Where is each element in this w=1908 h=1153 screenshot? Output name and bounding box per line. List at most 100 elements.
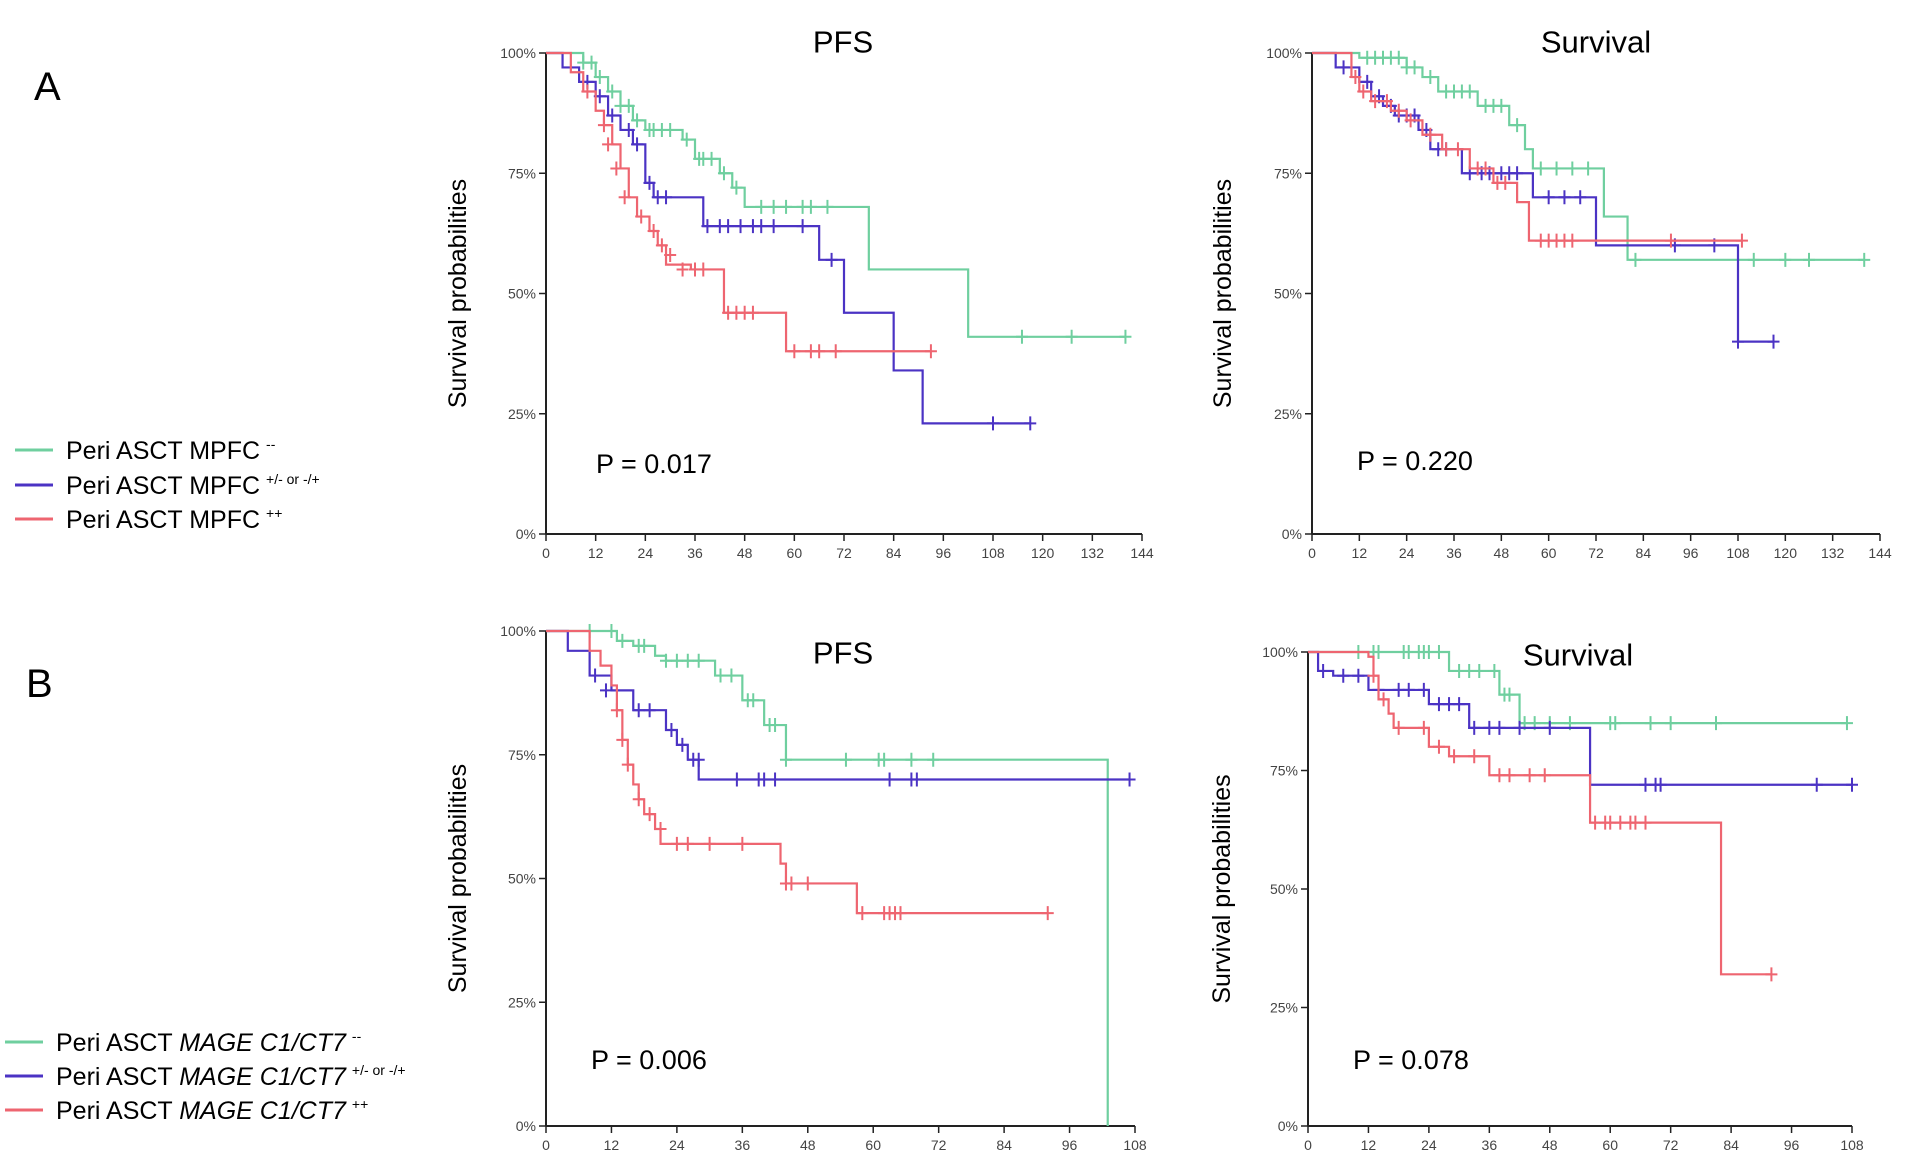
x-tick-label: 72 [1588,545,1604,561]
censor-mark [1392,720,1405,735]
legend-gene: MAGE C1/CT7 [179,1063,347,1091]
censor-mark [1566,233,1579,248]
legend-gene: MAGE C1/CT7 [179,1097,347,1125]
censor-mark [1349,70,1362,85]
censor-mark [1317,663,1330,678]
censor-mark [664,122,677,137]
censor-mark [878,752,891,767]
series-++ [1312,51,1748,248]
chart-title: Survival [1541,24,1651,59]
censor-mark [910,772,923,787]
series-++ [546,629,1054,921]
censor-mark [701,219,714,234]
x-tick-label: 120 [1774,545,1798,561]
censor-mark [730,772,743,787]
censor-mark [1463,663,1476,678]
panel-letter-b: B [26,662,53,706]
legend-sup: ++ [266,505,282,521]
censor-mark [1392,50,1405,65]
y-tick-label: 50% [508,286,536,302]
censor-mark [734,219,747,234]
censor-mark [714,668,727,683]
y-axis-label: Survival probabilities [1208,774,1236,1003]
censor-mark [1767,334,1780,349]
censor-mark [796,219,809,234]
censor-mark [1511,118,1524,133]
legend-item: Peri ASCT MAGE C1/CT7 +/- or -/+ [5,1062,406,1091]
chart-title: PFS [813,24,873,59]
censor-mark [621,757,634,772]
censor-mark [1542,190,1555,205]
series--- [1312,50,1871,267]
censor-mark [1604,815,1617,830]
censor-mark [755,219,768,234]
censor-mark [1765,967,1778,982]
censor-mark [1732,334,1744,349]
censor-mark [1408,60,1421,75]
censor-mark [618,190,631,205]
censor-mark [856,906,869,921]
x-tick-label: 60 [787,545,803,561]
censor-mark [632,703,645,718]
legend-label: Peri ASCT [66,506,189,534]
censor-mark [1352,668,1365,683]
censor-mark [1361,74,1374,89]
censor-mark [1432,697,1445,712]
legend-item: Peri ASCT MPFC +/- or -/+ [15,471,320,500]
censor-mark [1432,645,1445,659]
x-tick-label: 48 [1494,545,1510,561]
legend-label: Peri ASCT [66,472,189,500]
censor-mark [1614,815,1627,830]
censor-mark [1846,777,1858,792]
y-tick-label: 100% [1262,644,1298,660]
x-tick-label: 72 [931,1137,947,1153]
p-value: P = 0.006 [591,1045,707,1075]
x-tick-label: 24 [1399,545,1415,561]
series-+/- or -/+ [1308,650,1858,792]
censor-mark [1380,94,1393,109]
p-value: P = 0.078 [1353,1045,1469,1075]
legend-item: Peri ASCT MPFC ++ [15,505,282,534]
censor-mark [1558,190,1571,205]
x-tick-label: 108 [981,545,1005,561]
legend-gene: MPFC [189,472,260,500]
censor-mark [747,693,760,708]
y-tick-label: 25% [1274,406,1302,422]
x-tick-label: 48 [800,1137,816,1153]
y-tick-label: 100% [1266,45,1302,61]
x-tick-label: 72 [1663,1137,1679,1153]
censor-mark [1024,416,1037,431]
censor-mark [676,262,689,277]
censor-mark [670,836,683,851]
censor-mark [1119,329,1132,344]
series--- [546,51,1132,344]
x-tick-label: 108 [1123,1137,1147,1153]
censor-mark [1495,98,1508,113]
legend-sup: +/- or -/+ [266,471,320,487]
censor-mark [1337,668,1350,683]
censor-mark [1443,697,1456,712]
y-tick-label: 75% [508,165,536,181]
legend-label: Peri ASCT [66,437,189,465]
x-tick-label: 24 [638,545,654,561]
legend-item: Peri ASCT MAGE C1/CT7 ++ [5,1096,368,1125]
x-tick-label: 96 [1784,1137,1800,1153]
legend-gene: MPFC [189,437,260,465]
x-tick-label: 144 [1868,545,1892,561]
censor-mark [692,653,705,668]
censor-mark [681,653,694,668]
censor-mark [631,137,644,152]
censor-mark [676,737,689,752]
censor-mark [1424,127,1437,142]
legend-sup: +/- or -/+ [352,1062,406,1078]
censor-mark [643,703,656,718]
censor-mark [1654,777,1667,792]
y-tick-label: 25% [508,994,536,1010]
censor-mark [1432,739,1445,754]
x-tick-label: 36 [735,1137,751,1153]
censor-mark [654,822,667,836]
series-++ [546,51,937,359]
censor-mark [631,113,644,128]
censor-mark [605,624,618,638]
